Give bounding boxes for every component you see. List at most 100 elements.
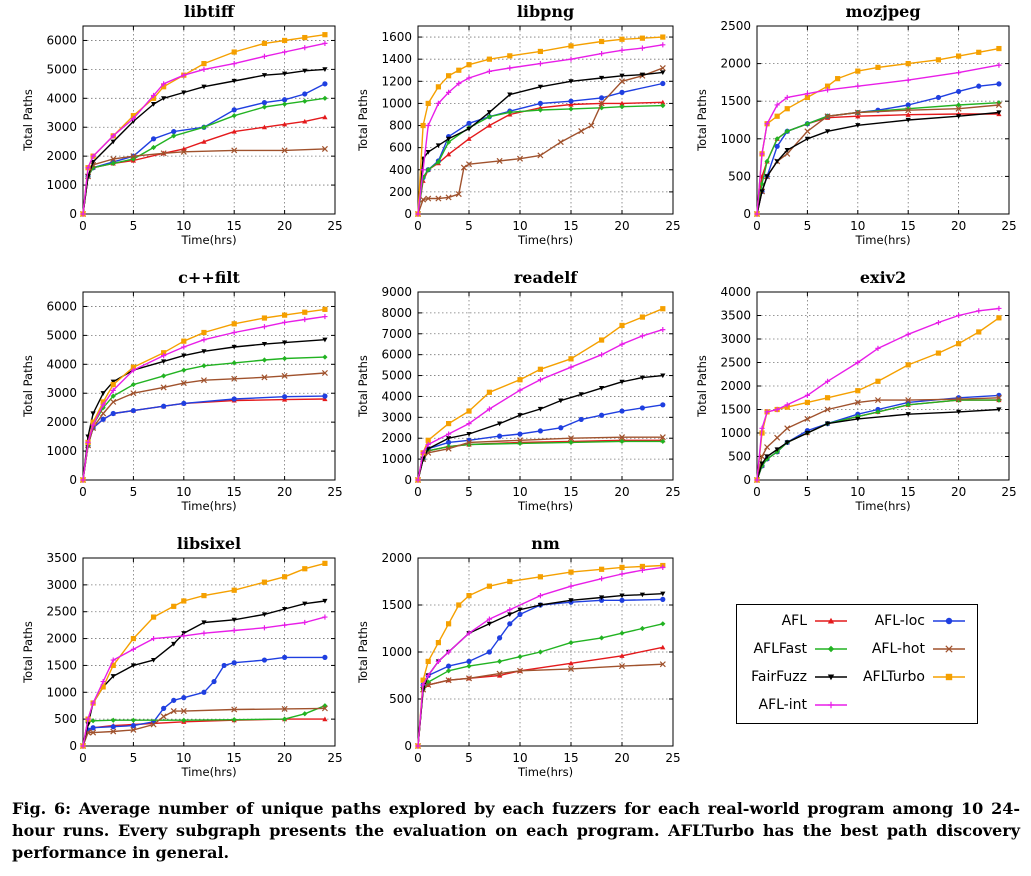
data-point <box>171 128 177 135</box>
data-point <box>435 159 441 165</box>
data-point <box>599 597 605 603</box>
data-point <box>855 416 861 422</box>
data-point <box>619 89 625 95</box>
data-point <box>445 445 452 452</box>
data-point <box>302 34 308 41</box>
data-point <box>282 394 288 400</box>
data-point <box>568 439 574 445</box>
y-tick-label: 1500 <box>381 598 412 612</box>
data-point <box>110 156 117 163</box>
data-point <box>599 576 605 582</box>
data-point <box>201 139 207 144</box>
legend-item-AFLFast: AFLFast <box>743 639 849 659</box>
data-point <box>874 397 881 404</box>
series-AFLTurbo <box>415 562 666 749</box>
data-point <box>282 606 288 612</box>
data-point <box>322 95 328 101</box>
data-point <box>568 598 574 603</box>
legend-label: AFL-hot <box>871 641 925 657</box>
data-point <box>446 136 452 142</box>
data-point <box>90 422 96 428</box>
chart-title: nm <box>531 534 560 553</box>
x-tick-label: 5 <box>804 485 812 499</box>
data-point <box>855 359 861 366</box>
data-point <box>875 345 881 351</box>
data-point <box>466 120 472 126</box>
series-line <box>82 116 326 215</box>
data-point <box>578 128 585 135</box>
data-point <box>759 461 765 467</box>
chart-title: libpng <box>517 2 574 21</box>
data-point <box>160 384 167 391</box>
data-point <box>660 591 666 597</box>
data-point <box>110 160 116 166</box>
data-point <box>435 143 441 149</box>
data-point <box>201 593 207 599</box>
data-point <box>517 654 523 660</box>
data-point <box>90 725 96 731</box>
data-point <box>639 625 645 632</box>
data-point <box>516 155 524 162</box>
series-AFL-int <box>754 62 1002 217</box>
data-point <box>181 717 187 723</box>
data-point <box>660 596 666 602</box>
data-point <box>282 101 288 107</box>
series-AFL-hot <box>79 369 328 484</box>
data-point <box>486 649 492 655</box>
data-point <box>486 389 492 395</box>
series-FairFuzz <box>80 337 328 483</box>
data-point <box>261 315 268 321</box>
series-line <box>82 718 325 747</box>
data-point <box>659 661 666 668</box>
x-tick-label: 20 <box>614 219 629 233</box>
series-AFL-loc <box>80 393 328 483</box>
y-tick-label: 5000 <box>381 369 412 383</box>
data-point <box>281 372 288 379</box>
y-tick-label: 600 <box>389 141 412 155</box>
series-AFL <box>80 716 328 749</box>
series-line <box>417 598 663 747</box>
plot-frame <box>82 557 336 747</box>
y-tick-label: 1000 <box>46 444 77 458</box>
data-point <box>935 350 942 356</box>
data-point <box>804 392 810 398</box>
x-tick-label: 15 <box>901 219 916 233</box>
data-point <box>261 104 268 110</box>
x-tick-label: 0 <box>79 751 87 765</box>
data-point <box>824 421 831 427</box>
data-point <box>261 357 268 363</box>
data-point <box>171 641 177 647</box>
data-point <box>976 329 982 335</box>
series-line <box>82 42 326 215</box>
y-tick-label: 2000 <box>46 632 77 646</box>
data-point <box>935 319 942 326</box>
data-point <box>764 409 770 415</box>
data-point <box>110 387 116 393</box>
y-tick-label: 2000 <box>381 551 412 565</box>
data-point <box>435 658 441 664</box>
data-point <box>282 716 288 722</box>
data-point <box>231 375 238 382</box>
series-AFL-loc <box>415 596 666 749</box>
chart-title: c++filt <box>178 268 240 287</box>
data-point <box>321 145 328 152</box>
legend-marker <box>827 674 835 681</box>
data-point <box>420 450 426 456</box>
legend-label: AFLFast <box>753 641 807 657</box>
data-point <box>181 633 187 639</box>
series-line <box>82 68 325 215</box>
data-point <box>660 644 666 650</box>
data-point <box>261 73 268 78</box>
data-point <box>486 583 492 589</box>
data-point <box>231 49 237 55</box>
legend-label: AFLTurbo <box>862 669 925 685</box>
data-point <box>784 402 790 408</box>
data-point <box>201 329 207 336</box>
data-point <box>804 399 810 406</box>
data-point <box>764 454 770 460</box>
chart-panel-exiv2: exiv2 0 5 10 15 20 25 0 500 1000 1500 2000 2500 3000 3… <box>695 268 1017 513</box>
data-point <box>201 620 207 626</box>
y-tick-label: 0 <box>743 207 751 221</box>
data-point <box>302 45 308 51</box>
data-point <box>456 602 462 608</box>
